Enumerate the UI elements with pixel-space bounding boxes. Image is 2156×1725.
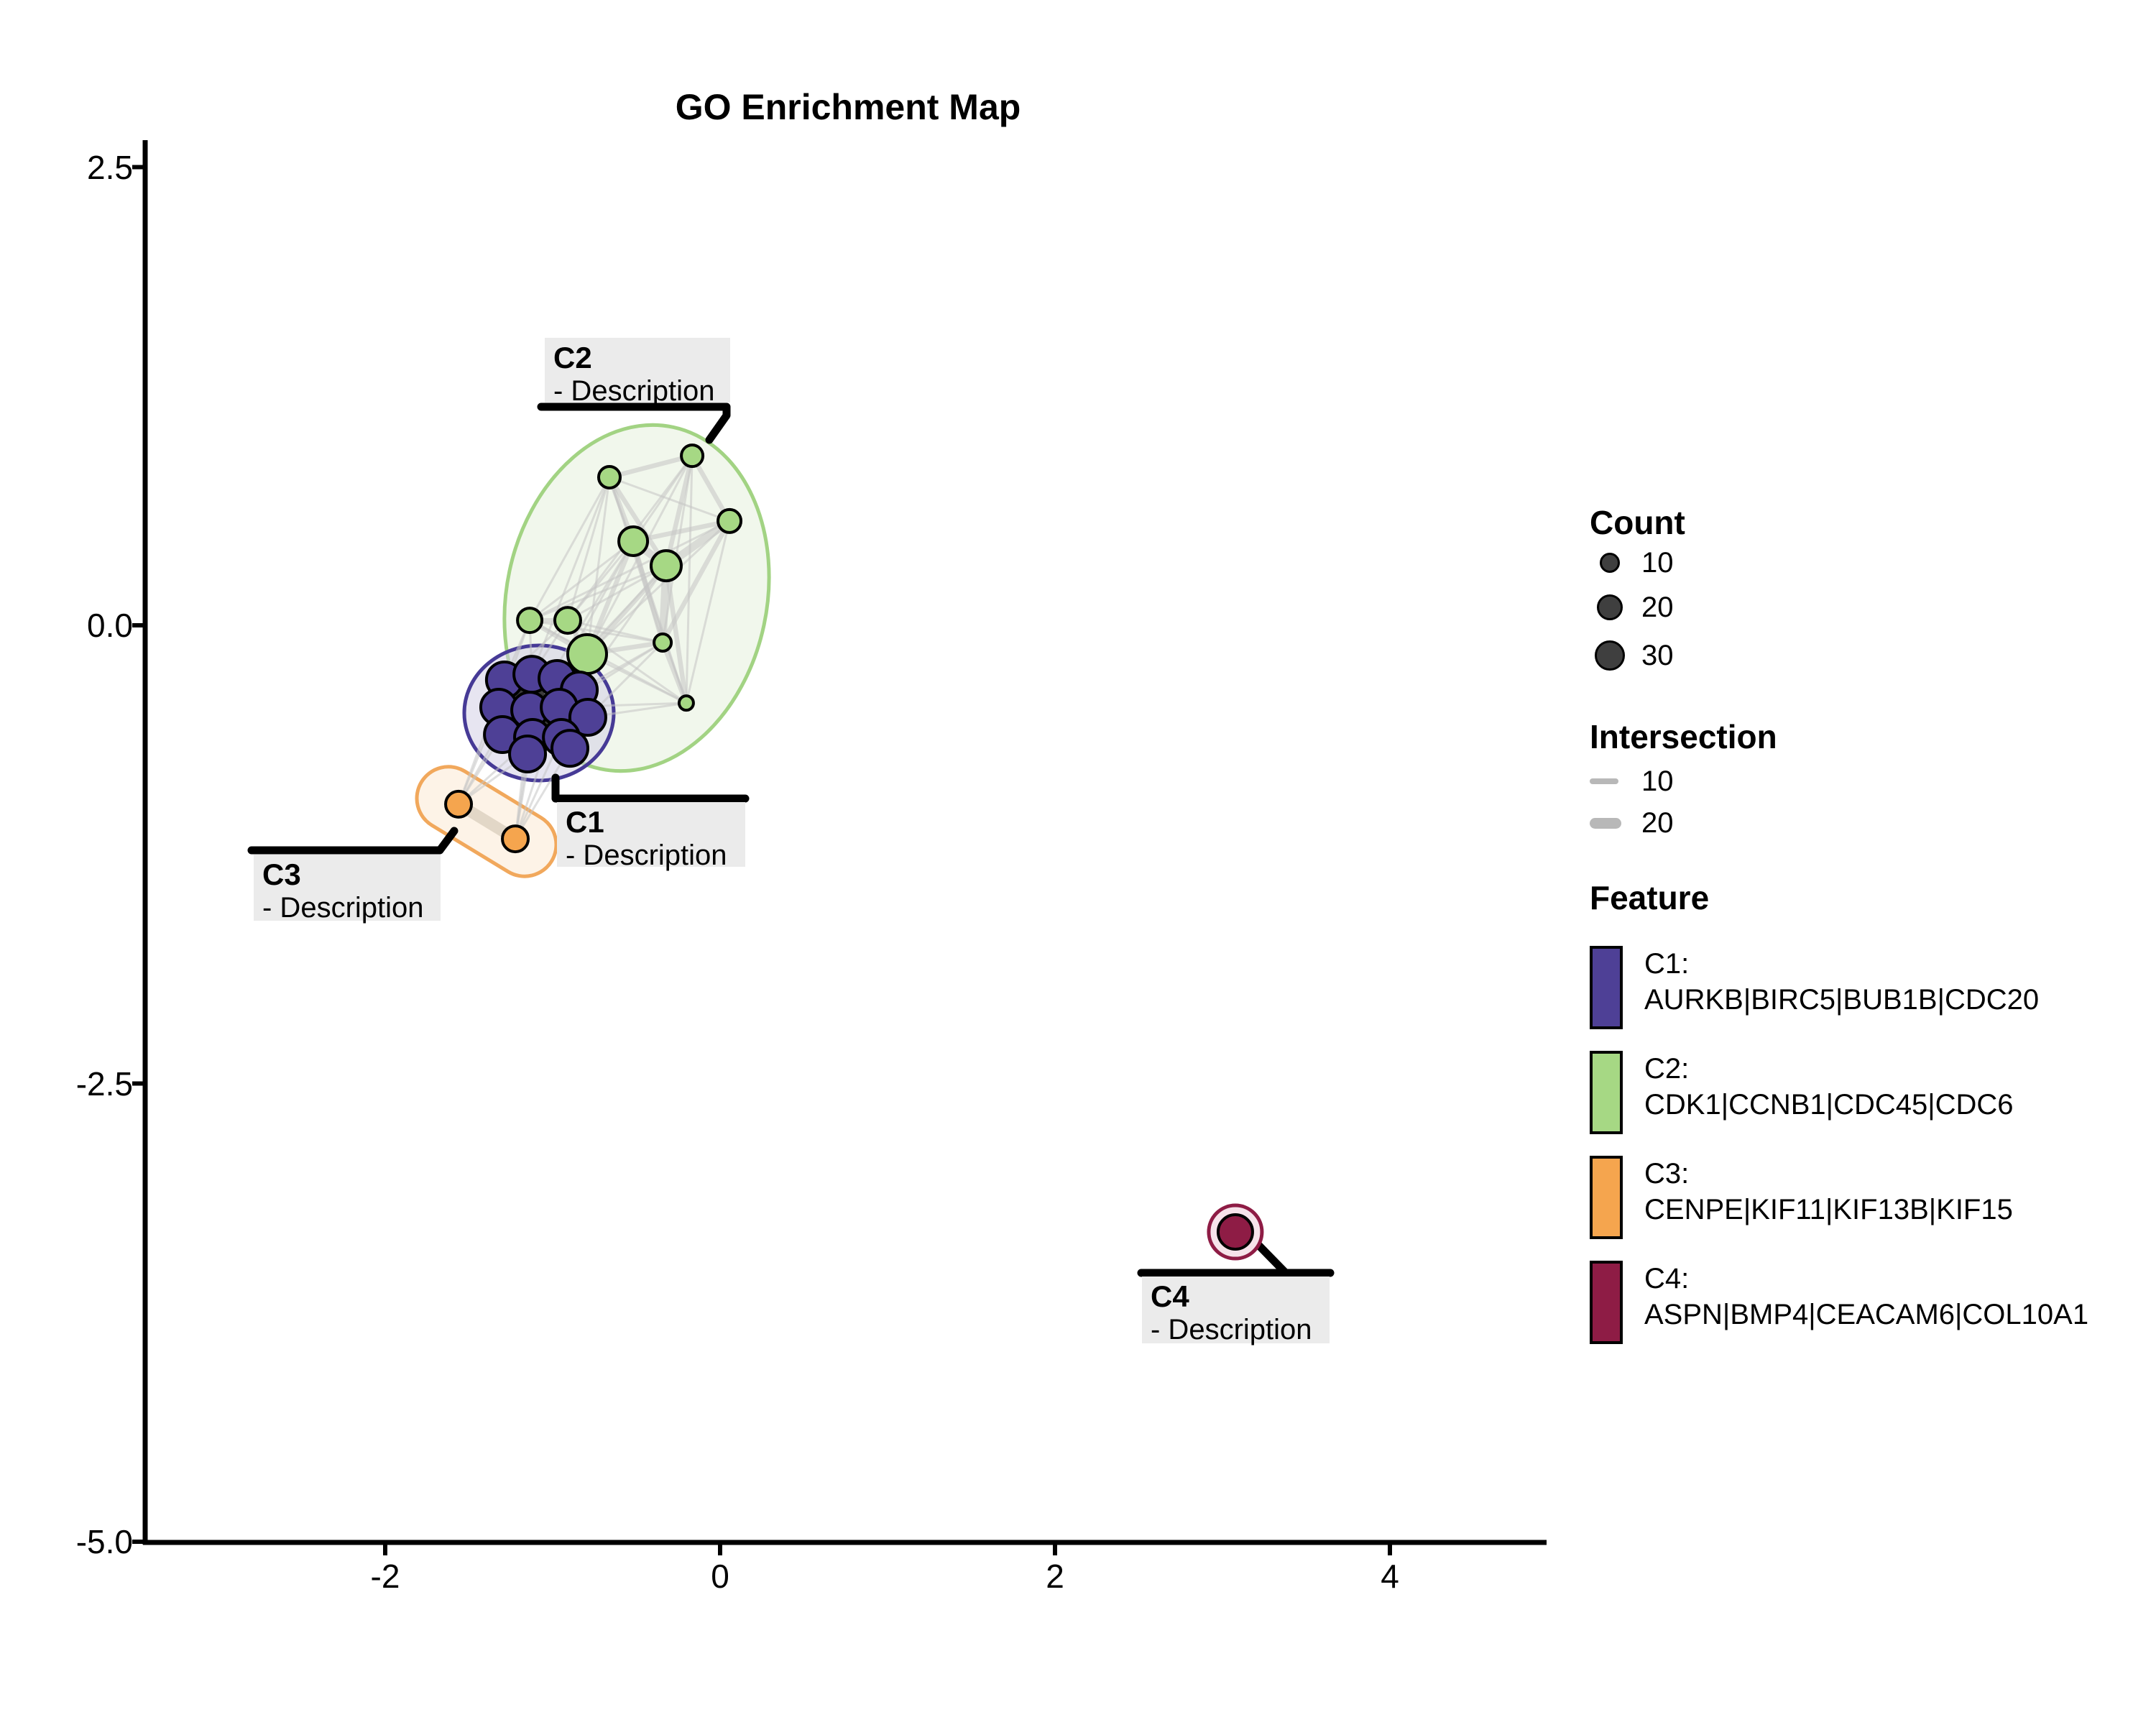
feature-color-swatch bbox=[1590, 1261, 1623, 1344]
leader-line-C3 bbox=[247, 827, 459, 855]
cluster-label-C2-description: - Description bbox=[553, 375, 715, 407]
network-edge bbox=[529, 564, 667, 622]
cluster-label-C2-name: C2 bbox=[553, 341, 592, 374]
y-tick-label: 2.5 bbox=[87, 148, 133, 186]
legend-count-value: 30 bbox=[1641, 639, 1674, 671]
x-tick-label: -2 bbox=[370, 1558, 400, 1595]
x-tick-label: 2 bbox=[1046, 1558, 1064, 1595]
cluster-label-C2: C2- Description bbox=[545, 338, 730, 407]
legend-count-value: 20 bbox=[1641, 591, 1674, 623]
node-C1[interactable] bbox=[550, 729, 589, 768]
cluster-label-C1-description: - Description bbox=[566, 840, 727, 871]
cluster-label-C1: C1- Description bbox=[557, 802, 745, 871]
feature-cluster-name: C3: bbox=[1644, 1158, 1690, 1190]
node-C2[interactable] bbox=[553, 606, 582, 635]
node-C3[interactable] bbox=[501, 824, 530, 854]
node-C2[interactable] bbox=[680, 443, 705, 469]
network-edge bbox=[566, 540, 635, 622]
legend-count-value: 10 bbox=[1641, 546, 1674, 579]
feature-cluster-name: C1: bbox=[1644, 948, 1690, 980]
count-size-circle bbox=[1600, 553, 1620, 573]
node-C2[interactable] bbox=[717, 507, 743, 534]
node-C2[interactable] bbox=[649, 549, 683, 583]
y-tick-label: 0.0 bbox=[87, 607, 133, 644]
feature-cluster-name: C4: bbox=[1644, 1263, 1690, 1294]
legend-feature-item-C2: C2: CDK1|CCNB1|CDC45|CDC6 bbox=[1590, 1051, 2136, 1137]
feature-color-swatch bbox=[1590, 1156, 1623, 1239]
node-C2[interactable] bbox=[653, 632, 673, 653]
network-edge bbox=[609, 453, 693, 480]
legend-feature-item-C3: C3: CENPE|KIF11|KIF13B|KIF15 bbox=[1590, 1156, 2136, 1242]
x-tick-label: 0 bbox=[711, 1558, 729, 1595]
network-edge bbox=[566, 477, 611, 621]
leader-line-C2 bbox=[537, 402, 731, 444]
feature-gene-list: AURKB|BIRC5|BUB1B|CDC20 bbox=[1644, 984, 2040, 1016]
node-C2[interactable] bbox=[566, 633, 608, 676]
cluster-label-C1-name: C1 bbox=[566, 805, 604, 839]
feature-cluster-name: C2: bbox=[1644, 1053, 1690, 1085]
y-tick-label: -5.0 bbox=[75, 1523, 133, 1560]
intersection-width-line bbox=[1590, 778, 1618, 784]
feature-gene-list: ASPN|BMP4|CEACAM6|COL10A1 bbox=[1644, 1299, 2089, 1330]
legend-intersection-row: 20 bbox=[1590, 803, 1674, 843]
legend-intersection-value: 10 bbox=[1641, 765, 1674, 797]
legend-count-row: 10 bbox=[1590, 543, 1674, 583]
node-C2[interactable] bbox=[617, 525, 650, 557]
network-edge bbox=[529, 520, 730, 622]
leader-line-C1 bbox=[551, 773, 750, 803]
y-tick-label: -2.5 bbox=[75, 1064, 133, 1103]
node-C2[interactable] bbox=[596, 464, 622, 489]
legend-feature-item-C1: C1: AURKB|BIRC5|BUB1B|CDC20 bbox=[1590, 946, 2136, 1032]
network-edge bbox=[529, 540, 634, 622]
cluster-label-C4: C4- Description bbox=[1142, 1276, 1330, 1346]
network-edge bbox=[567, 564, 667, 622]
network-edge bbox=[528, 477, 611, 621]
cluster-label-C4-name: C4 bbox=[1151, 1279, 1189, 1313]
network-edge bbox=[685, 520, 731, 704]
cluster-label-C4-description: - Description bbox=[1151, 1314, 1312, 1346]
feature-gene-list: CDK1|CCNB1|CDC45|CDC6 bbox=[1644, 1089, 2014, 1121]
x-tick-label: 4 bbox=[1381, 1558, 1399, 1595]
count-size-circle bbox=[1597, 594, 1623, 620]
legend-count-row: 30 bbox=[1590, 635, 1674, 676]
network-edge bbox=[607, 476, 668, 567]
legend-feature-item-C4: C4: ASPN|BMP4|CEACAM6|COL10A1 bbox=[1590, 1261, 2136, 1347]
network-edge bbox=[609, 476, 730, 523]
count-size-circle bbox=[1595, 640, 1625, 671]
feature-color-swatch bbox=[1590, 946, 1623, 1029]
network-edge bbox=[663, 565, 689, 704]
network-edge bbox=[586, 477, 611, 655]
legend-intersection-value: 20 bbox=[1641, 806, 1674, 839]
node-C1[interactable] bbox=[568, 698, 607, 737]
node-C1[interactable] bbox=[508, 735, 548, 774]
cluster-label-C3-description: - Description bbox=[262, 892, 424, 924]
intersection-width-line bbox=[1590, 817, 1621, 829]
node-C4[interactable] bbox=[1216, 1213, 1254, 1251]
leader-line-C4 bbox=[1250, 1237, 1290, 1277]
network-edge bbox=[530, 477, 611, 675]
node-C3[interactable] bbox=[444, 789, 474, 819]
network-edge bbox=[632, 518, 730, 544]
feature-gene-list: CENPE|KIF11|KIF13B|KIF15 bbox=[1644, 1194, 2013, 1225]
network-edge bbox=[685, 456, 694, 704]
legend-intersection-row: 10 bbox=[1590, 761, 1674, 801]
node-C2[interactable] bbox=[677, 694, 695, 712]
node-C2[interactable] bbox=[516, 607, 544, 635]
network-edge bbox=[660, 641, 688, 704]
legend-count-row: 20 bbox=[1590, 587, 1674, 627]
cluster-label-C3-name: C3 bbox=[262, 857, 301, 891]
cluster-label-C3: C3- Description bbox=[254, 855, 441, 924]
legend-feature-title: Feature bbox=[1590, 879, 1710, 916]
legend-count-title: Count bbox=[1590, 504, 1685, 541]
feature-color-swatch bbox=[1590, 1051, 1623, 1134]
network-edge bbox=[663, 455, 695, 566]
page-title: GO Enrichment Map bbox=[675, 87, 1021, 127]
legend-intersection-title: Intersection bbox=[1590, 718, 1777, 755]
network-edge bbox=[586, 520, 731, 656]
